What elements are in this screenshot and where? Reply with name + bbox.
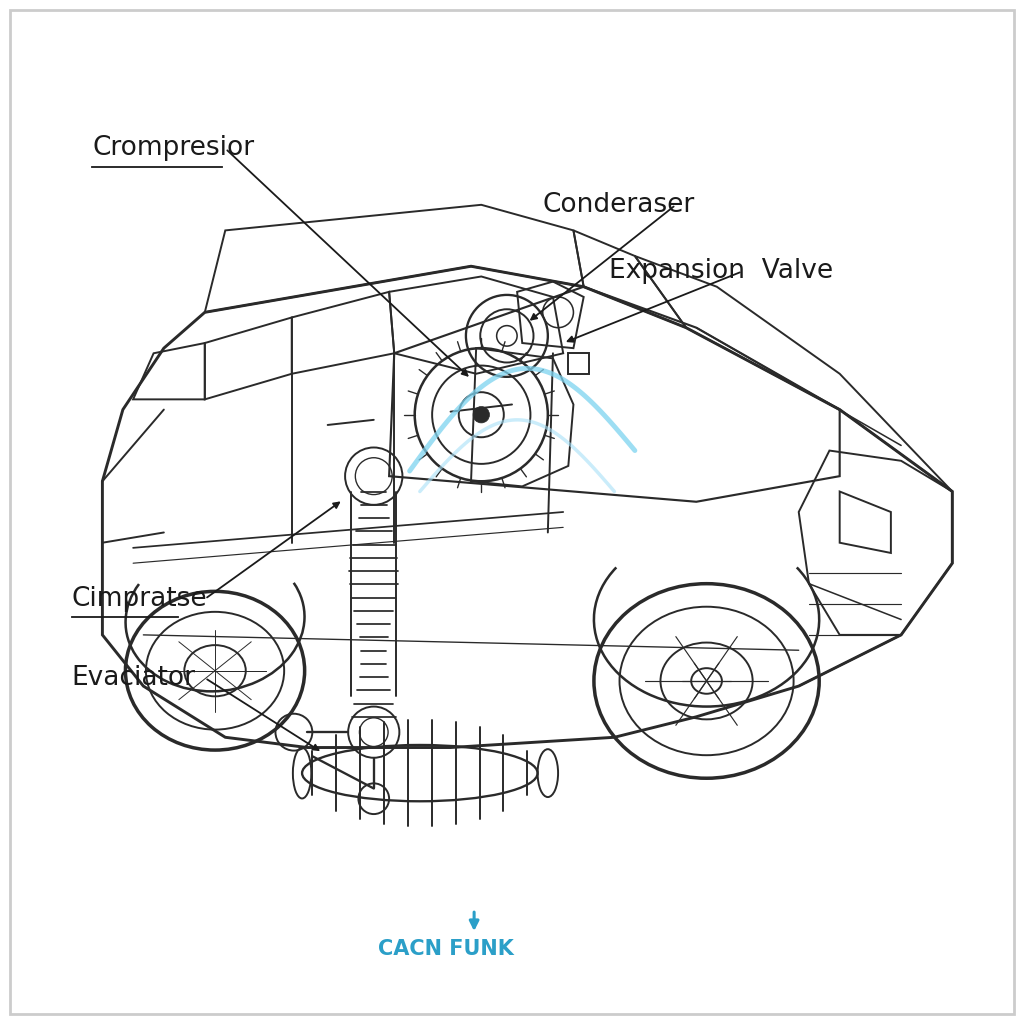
Text: Crompresior: Crompresior xyxy=(92,135,254,162)
Text: Conderaser: Conderaser xyxy=(543,191,695,218)
Text: Cimpratse: Cimpratse xyxy=(72,586,207,612)
Text: Evaciator: Evaciator xyxy=(72,665,196,691)
Text: CACN FUNK: CACN FUNK xyxy=(378,939,513,959)
Circle shape xyxy=(473,407,489,423)
Text: Expansion  Valve: Expansion Valve xyxy=(609,258,834,285)
